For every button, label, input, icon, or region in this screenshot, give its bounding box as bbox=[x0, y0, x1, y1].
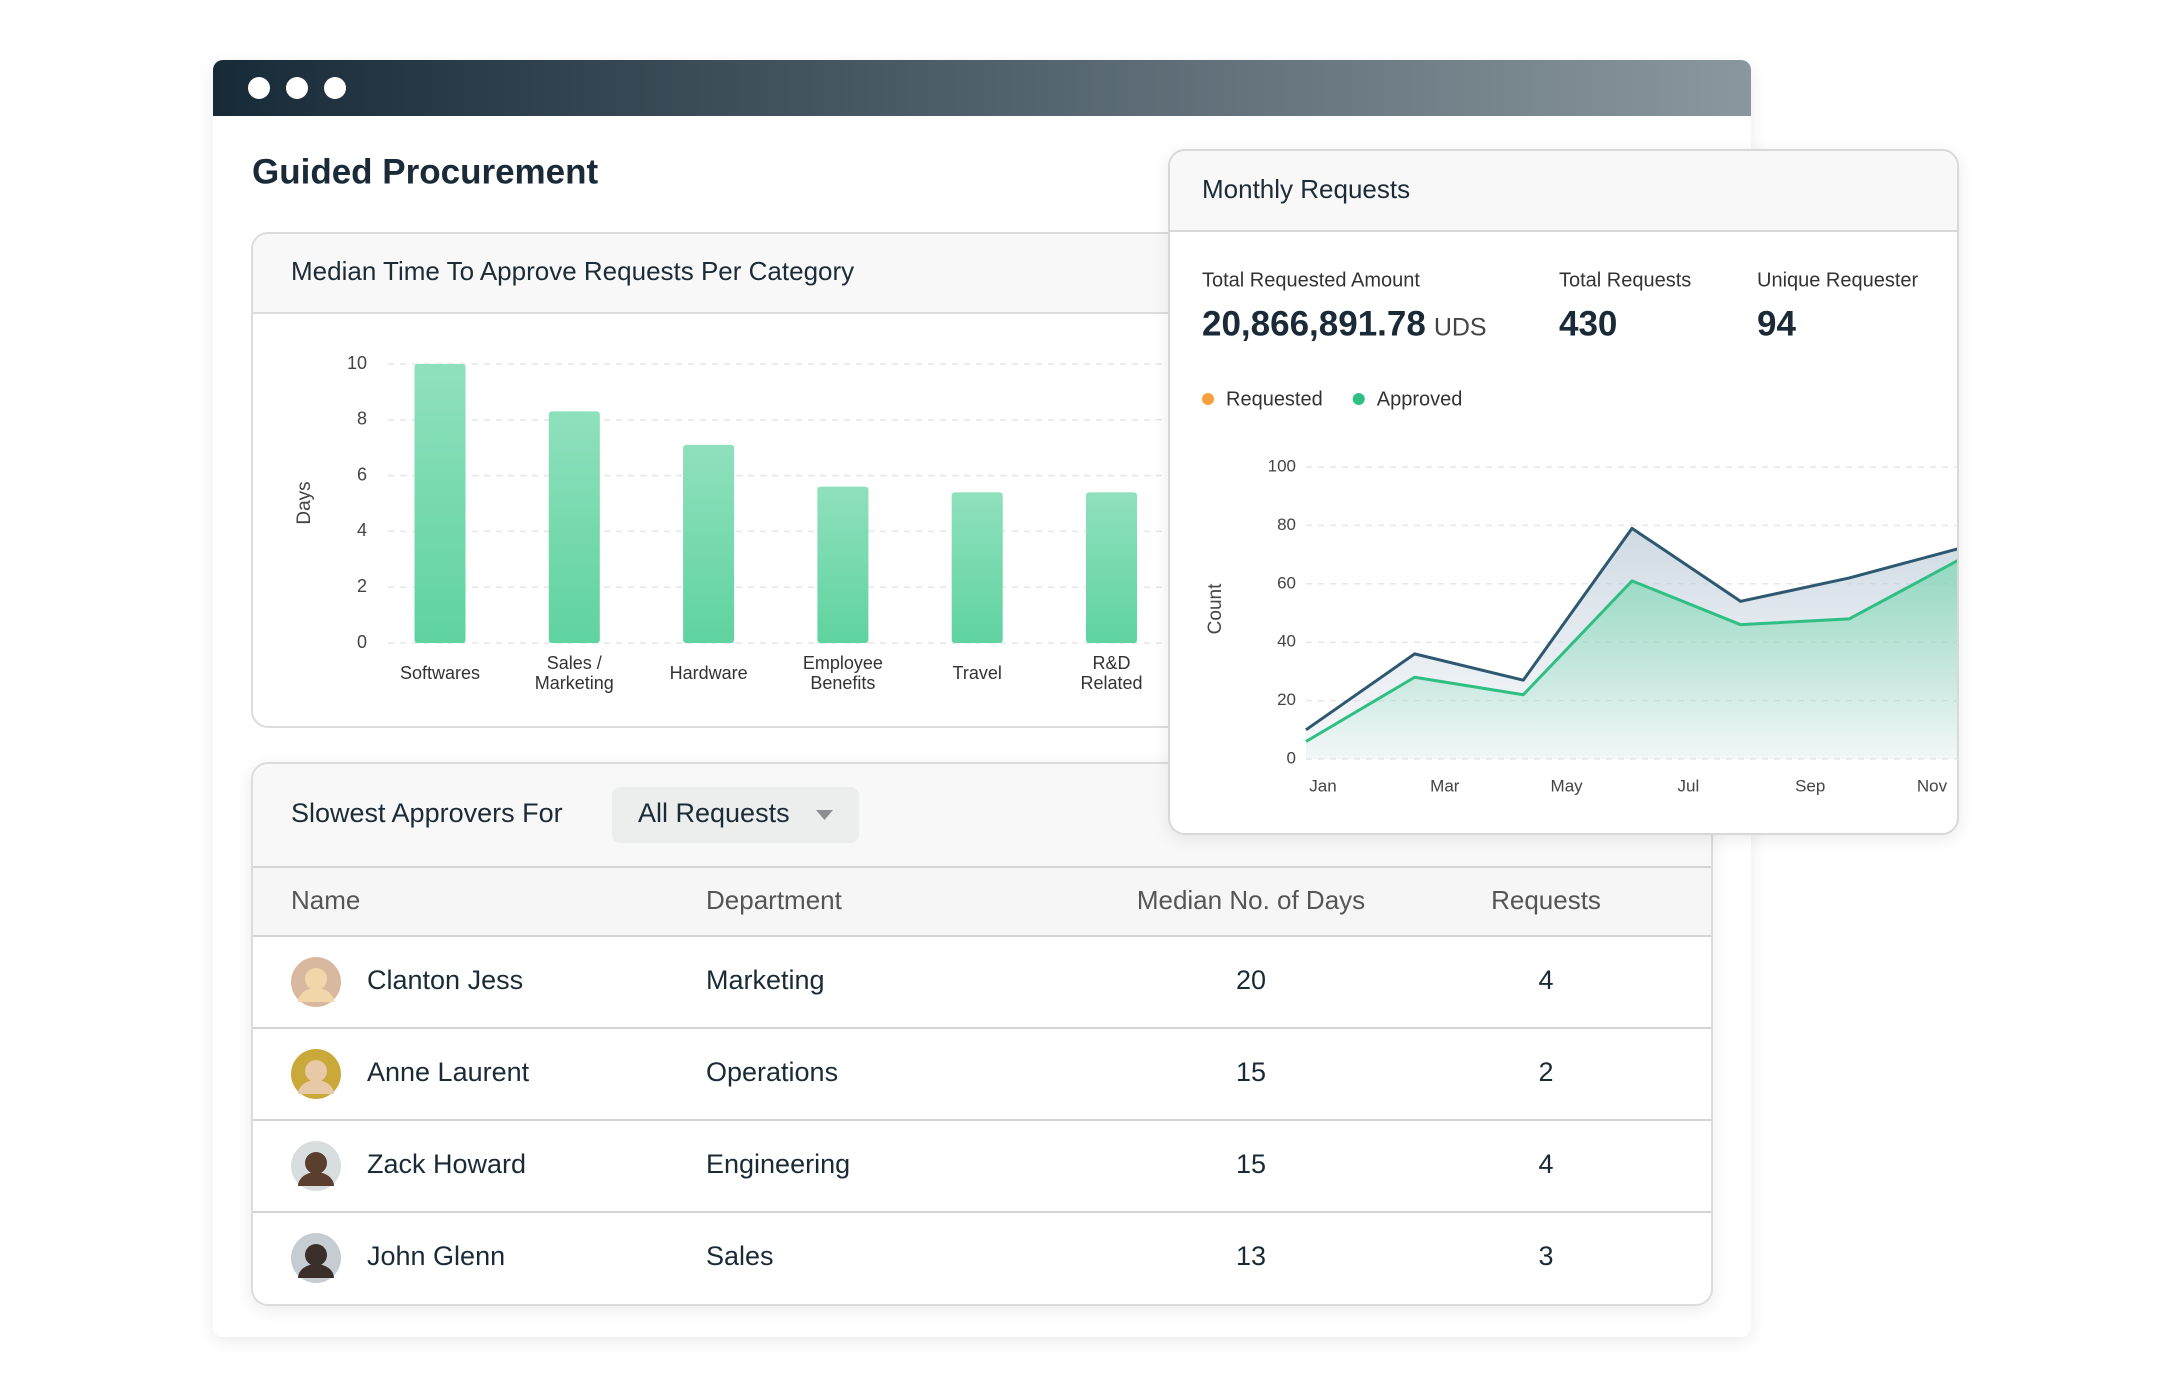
x-tick-label: Softwares bbox=[400, 663, 480, 683]
y-axis-label: Days bbox=[294, 481, 315, 524]
area bbox=[1306, 560, 1957, 759]
stat-label: Unique Requester bbox=[1757, 269, 1919, 291]
stat-label: Total Requested Amount bbox=[1202, 269, 1420, 291]
x-tick-label: Employee bbox=[803, 653, 883, 673]
window-dot[interactable] bbox=[324, 77, 346, 99]
x-tick-label: Related bbox=[1080, 673, 1142, 693]
x-tick-label: Nov bbox=[1917, 776, 1948, 795]
plot-area bbox=[1305, 526, 1957, 759]
y-tick-label: 0 bbox=[1287, 748, 1296, 767]
dropdown-arrow[interactable] bbox=[816, 810, 833, 820]
y-tick-label: 60 bbox=[1277, 573, 1296, 592]
column-header[interactable]: Name bbox=[291, 885, 360, 915]
window-dot[interactable] bbox=[286, 77, 308, 99]
table-cell: John Glenn bbox=[367, 1241, 505, 1271]
y-tick-label: 100 bbox=[1268, 456, 1296, 475]
x-tick-label: Jul bbox=[1678, 776, 1700, 795]
monthly-chart: Total Requested Amount 20,866,891.78 UDS To… bbox=[1202, 269, 1958, 795]
table-cell: 2 bbox=[1538, 1057, 1553, 1087]
avatar-body bbox=[298, 988, 334, 1002]
filter-dropdown[interactable] bbox=[612, 787, 859, 843]
line bbox=[1305, 559, 1957, 743]
y-tick-label: 10 bbox=[347, 353, 367, 373]
page-title: Guided Procurement bbox=[252, 152, 599, 191]
y-tick-label: 40 bbox=[1277, 632, 1296, 651]
title-bar bbox=[213, 60, 1751, 116]
bar-sheen bbox=[683, 444, 735, 643]
bar-sheen bbox=[817, 486, 869, 643]
y-tick-label: 4 bbox=[357, 520, 367, 540]
table: Name Department Median No. of Days Requests… bbox=[253, 885, 1711, 1283]
stat-label: Total Requests bbox=[1559, 269, 1691, 291]
table-cell: Clanton Jess bbox=[367, 965, 523, 995]
table-cell: Zack Howard bbox=[367, 1149, 526, 1179]
y-tick-label: 6 bbox=[357, 464, 367, 484]
table-header bbox=[253, 867, 1711, 936]
x-tick-label: Benefits bbox=[810, 673, 875, 693]
table-cell: 15 bbox=[1236, 1149, 1266, 1179]
bar-sheen bbox=[951, 492, 1003, 643]
y-tick-label: 20 bbox=[1277, 690, 1296, 709]
stat-value: 94 bbox=[1757, 304, 1796, 343]
line bbox=[1305, 526, 1957, 732]
avatar-face bbox=[305, 1244, 327, 1266]
bar-sheen bbox=[414, 364, 466, 643]
table-cell: Anne Laurent bbox=[367, 1057, 530, 1087]
card-header bbox=[252, 234, 1251, 313]
avatar-face bbox=[305, 1060, 327, 1082]
table-title: Slowest Approvers For bbox=[291, 798, 563, 828]
table-cell: Sales bbox=[706, 1241, 774, 1271]
table-cell: Operations bbox=[706, 1057, 838, 1087]
legend-marker bbox=[1352, 393, 1365, 405]
x-tick-label: Hardware bbox=[670, 663, 748, 683]
filter-value[interactable]: All Requests bbox=[638, 798, 790, 828]
legend-label: Requested bbox=[1226, 388, 1323, 410]
avatar-body bbox=[298, 1172, 334, 1186]
stat-unit: UDS bbox=[1434, 314, 1487, 342]
table-cell: 20 bbox=[1236, 965, 1266, 995]
stat-value: 20,866,891.78 bbox=[1202, 304, 1426, 343]
avatar-body bbox=[298, 1264, 334, 1278]
table-cell: 4 bbox=[1538, 1149, 1553, 1179]
x-tick-label: Marketing bbox=[535, 673, 614, 693]
table-cell: 15 bbox=[1236, 1057, 1266, 1087]
window-dot[interactable] bbox=[248, 77, 270, 99]
bar-chart: 0 2 4 6 8 10 Softwares Sales /Marketing Hardware… bbox=[347, 353, 1168, 693]
card-title: Monthly Requests bbox=[1202, 174, 1410, 204]
column-header[interactable]: Median No. of Days bbox=[1137, 885, 1365, 915]
avatar-face bbox=[305, 1152, 327, 1174]
x-tick-label: Sales / bbox=[547, 653, 602, 673]
legend-label: Approved bbox=[1377, 388, 1463, 410]
column-header[interactable]: Department bbox=[706, 885, 843, 915]
avatar-face bbox=[305, 968, 327, 990]
column-header[interactable]: Requests bbox=[1491, 885, 1601, 915]
bar-sheen bbox=[1086, 492, 1137, 643]
y-tick-label: 8 bbox=[357, 409, 367, 429]
table-cell: 3 bbox=[1538, 1241, 1553, 1271]
table-cell: Engineering bbox=[706, 1149, 850, 1179]
bar-sheen bbox=[548, 411, 600, 643]
avatar-body bbox=[298, 1080, 334, 1094]
x-tick-label: Jan bbox=[1309, 776, 1336, 795]
card-title: Median Time To Approve Requests Per Cate… bbox=[291, 256, 854, 286]
y-tick-label: 80 bbox=[1277, 515, 1296, 534]
y-tick-label: 2 bbox=[357, 576, 367, 596]
x-tick-label: Travel bbox=[953, 663, 1002, 683]
y-tick-label: 0 bbox=[357, 632, 367, 652]
y-axis-label: Count bbox=[1205, 583, 1226, 634]
table-cell: Marketing bbox=[706, 965, 825, 995]
x-tick-label: May bbox=[1551, 776, 1584, 795]
stat-value: 430 bbox=[1559, 304, 1617, 343]
x-tick-label: Mar bbox=[1430, 776, 1460, 795]
x-tick-label: R&D bbox=[1092, 653, 1130, 673]
table-cell: 4 bbox=[1538, 965, 1553, 995]
x-tick-label: Sep bbox=[1795, 776, 1825, 795]
legend-marker bbox=[1202, 393, 1214, 405]
table-cell: 13 bbox=[1236, 1241, 1266, 1271]
